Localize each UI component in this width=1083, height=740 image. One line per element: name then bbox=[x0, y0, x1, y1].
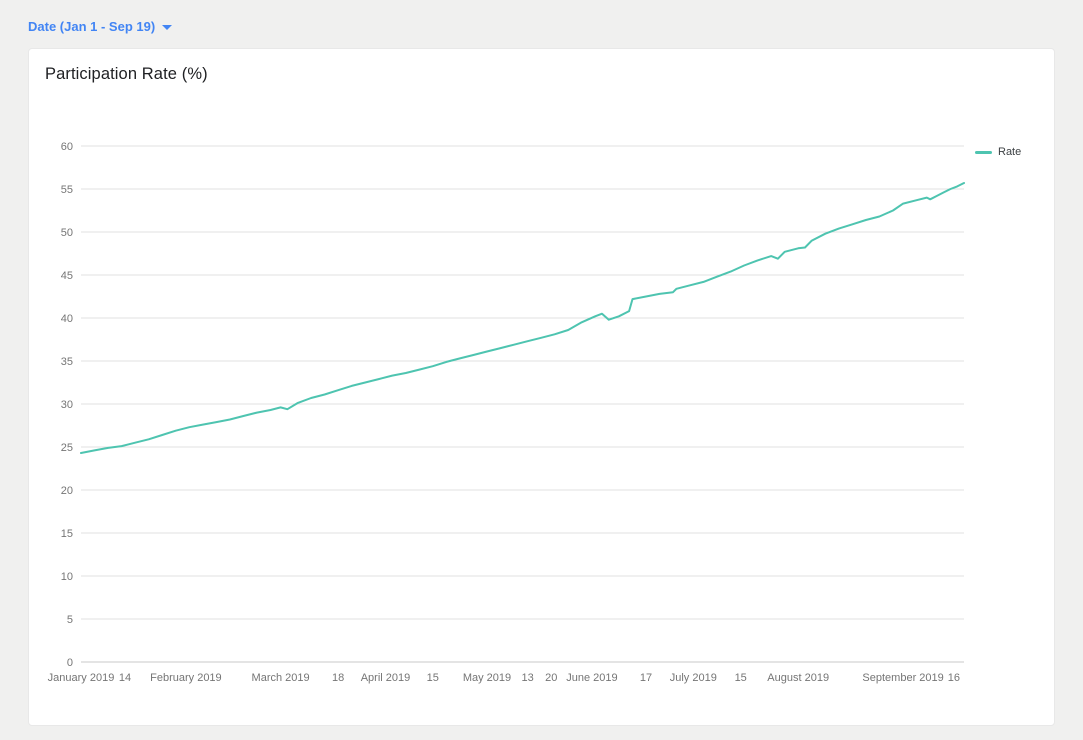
y-axis-tick-label: 20 bbox=[61, 485, 73, 497]
chart-title: Participation Rate (%) bbox=[45, 65, 208, 83]
x-axis-tick-label: 20 bbox=[545, 672, 557, 684]
x-axis-tick-label: 14 bbox=[119, 672, 131, 684]
filter-bar: Date (Jan 1 - Sep 19) bbox=[28, 14, 173, 38]
date-range-filter[interactable]: Date (Jan 1 - Sep 19) bbox=[28, 18, 173, 34]
x-axis-tick-label: June 2019 bbox=[566, 672, 617, 684]
x-axis-tick-label: September 2019 bbox=[862, 672, 943, 684]
y-axis-tick-label: 45 bbox=[61, 270, 73, 282]
y-axis-tick-label: 50 bbox=[61, 227, 73, 239]
x-axis-tick-label: 16 bbox=[948, 672, 960, 684]
date-range-filter-label: Date (Jan 1 - Sep 19) bbox=[28, 18, 156, 34]
x-axis-tick-label: 18 bbox=[332, 672, 344, 684]
y-axis-tick-label: 15 bbox=[61, 528, 73, 540]
x-axis-tick-label: May 2019 bbox=[463, 672, 511, 684]
legend-line-swatch bbox=[975, 150, 992, 154]
triangle-down-icon bbox=[162, 24, 173, 30]
x-axis-tick-label: January 2019 bbox=[48, 672, 115, 684]
x-axis-tick-label: 17 bbox=[640, 672, 652, 684]
y-axis-tick-label: 40 bbox=[61, 313, 73, 325]
x-axis-tick-label: 15 bbox=[735, 672, 747, 684]
y-axis-tick-label: 5 bbox=[67, 614, 73, 626]
chart-card: Participation Rate (%) 0 5 10 15 20 25 30 35 40 4… bbox=[28, 48, 1055, 726]
legend: Rate bbox=[975, 146, 1021, 158]
x-axis-tick-label: February 2019 bbox=[150, 672, 222, 684]
chart-canvas[interactable]: 0 5 10 15 20 25 30 35 40 45 50 55 60 January 2019 14 Fe… bbox=[29, 49, 1056, 727]
legend-label: Rate bbox=[998, 146, 1022, 158]
x-axis-tick-label: March 2019 bbox=[252, 672, 310, 684]
x-axis-tick-label: July 2019 bbox=[670, 672, 717, 684]
x-axis-tick-label: 13 bbox=[521, 672, 533, 684]
x-axis-tick-label: August 2019 bbox=[767, 672, 829, 684]
y-axis-tick-label: 30 bbox=[61, 399, 73, 411]
x-axis-tick-label: April 2019 bbox=[361, 672, 411, 684]
y-axis-tick-label: 60 bbox=[61, 141, 73, 153]
y-axis-tick-label: 10 bbox=[61, 571, 73, 583]
y-axis-tick-label: 55 bbox=[61, 184, 73, 196]
chart-line-rate[interactable] bbox=[80, 182, 965, 454]
y-axis-tick-label: 35 bbox=[61, 356, 73, 368]
y-axis-tick-label: 0 bbox=[67, 657, 73, 669]
x-axis-tick-label: 15 bbox=[427, 672, 439, 684]
y-axis-tick-label: 25 bbox=[61, 442, 73, 454]
participation-rate-chart[interactable]: 0 5 10 15 20 25 30 35 40 45 50 55 60 January 2019 14 Fe… bbox=[29, 49, 1054, 725]
